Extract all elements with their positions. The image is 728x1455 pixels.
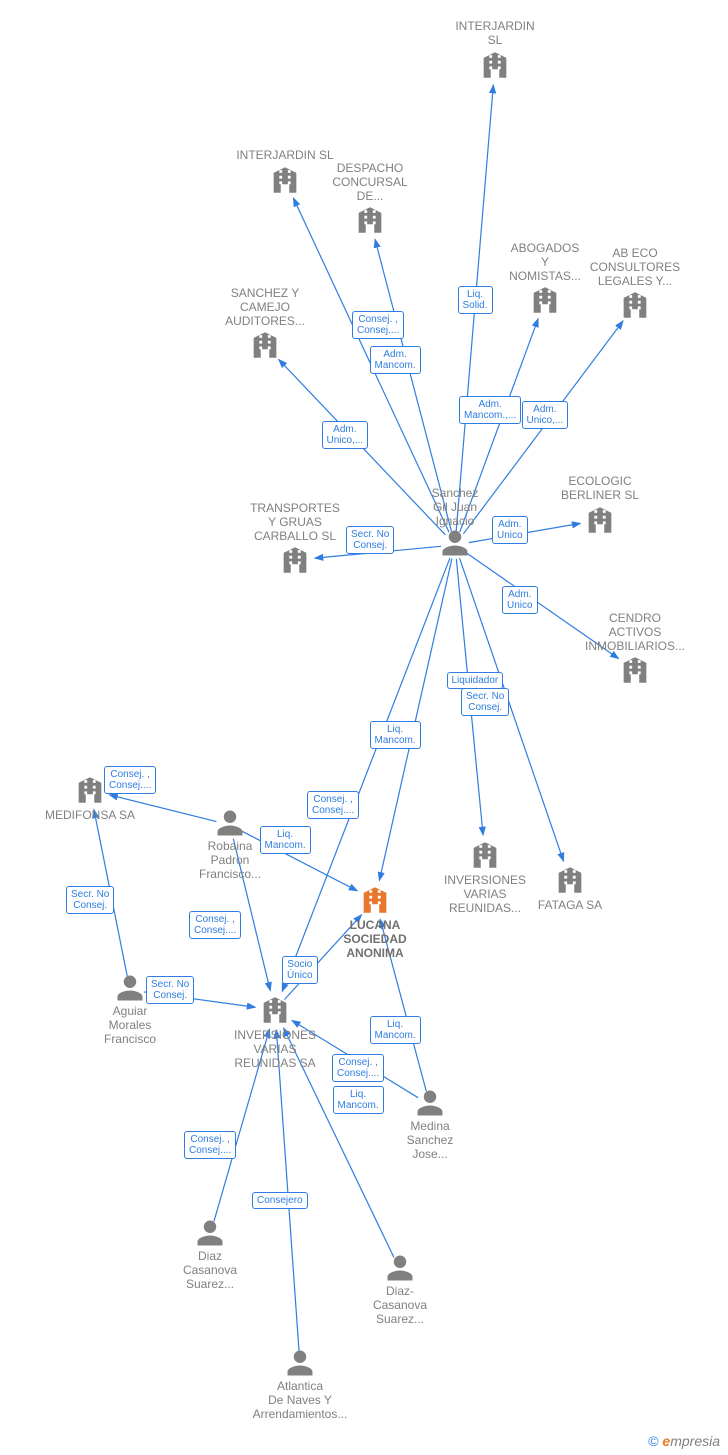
edge-label[interactable]: Socio Único (282, 956, 318, 984)
node-label: Diaz Casanova Suarez... (150, 1250, 270, 1291)
edge-label[interactable]: Adm. Mancom. (370, 346, 421, 374)
node-label: ECOLOGIC BERLINER SL (540, 475, 660, 503)
copyright-symbol: © (648, 1433, 658, 1449)
edge-label[interactable]: Adm. Unico,... (322, 421, 369, 449)
node-label: TRANSPORTES Y GRUAS CARBALLO SL (235, 502, 355, 543)
edge-label[interactable]: Adm. Unico (492, 516, 528, 544)
edge-line (379, 559, 452, 881)
edge-label[interactable]: Consej. , Consej.... (184, 1131, 236, 1159)
node-label: CENDRO ACTIVOS INMOBILIARIOS... (575, 612, 695, 653)
edge-label[interactable]: Adm. Unico,... (522, 401, 569, 429)
node-label: INTERJARDIN SL (435, 20, 555, 48)
node-label: MEDIFONSA SA (30, 809, 150, 823)
footer-credit: © empresia (648, 1433, 720, 1449)
node-fataga[interactable]: FATAGA SA (510, 863, 630, 913)
brand-rest: mpresia (670, 1433, 720, 1449)
edge-label[interactable]: Liq. Mancom. (370, 1016, 421, 1044)
edge-label[interactable]: Secr. No Consej. (146, 976, 194, 1004)
node-label: SANCHEZ Y CAMEJO AUDITORES... (205, 287, 325, 328)
node-despacho[interactable]: DESPACHO CONCURSAL DE... (310, 162, 430, 239)
edge-label[interactable]: Adm. Unico (502, 586, 538, 614)
node-inversiones_center[interactable]: INVERSIONES VARIAS REUNIDAS SA (215, 993, 335, 1070)
node-cendro[interactable]: CENDRO ACTIVOS INMOBILIARIOS... (575, 612, 695, 689)
node-sanchez_camejo[interactable]: SANCHEZ Y CAMEJO AUDITORES... (205, 287, 325, 364)
edge-label[interactable]: Adm. Mancom.,... (459, 396, 521, 424)
edge-label[interactable]: Liq. Mancom. (370, 721, 421, 749)
node-lucana[interactable]: LUCANA SOCIEDAD ANONIMA (315, 883, 435, 960)
edge-label[interactable]: Consej. , Consej.... (352, 311, 404, 339)
node-label: FATAGA SA (510, 899, 630, 913)
edge-label[interactable]: Consej. , Consej.... (307, 791, 359, 819)
node-atlantica[interactable]: Atlantica De Naves Y Arrendamientos... (240, 1348, 360, 1421)
node-label: Medina Sanchez Jose... (370, 1120, 490, 1161)
node-diaz_casanova2[interactable]: Diaz- Casanova Suarez... (340, 1253, 460, 1326)
node-medina[interactable]: Medina Sanchez Jose... (370, 1088, 490, 1161)
node-transportes[interactable]: TRANSPORTES Y GRUAS CARBALLO SL (235, 502, 355, 579)
node-ecologic[interactable]: ECOLOGIC BERLINER SL (540, 475, 660, 539)
edge-label[interactable]: Secr. No Consej. (461, 688, 509, 716)
node-interjardin_sl_top[interactable]: INTERJARDIN SL (435, 20, 555, 84)
edge-label[interactable]: Consej. , Consej.... (189, 911, 241, 939)
edge-line (276, 1030, 299, 1351)
edge-label[interactable]: Liquidador (447, 672, 504, 689)
edge-label[interactable]: Liq. Mancom. (333, 1086, 384, 1114)
edge-label[interactable]: Secr. No Consej. (66, 886, 114, 914)
node-abeco[interactable]: AB ECO CONSULTORES LEGALES Y... (575, 247, 695, 324)
edge-label[interactable]: Secr. No Consej. (346, 526, 394, 554)
node-label: INVERSIONES VARIAS REUNIDAS SA (215, 1029, 335, 1070)
node-label: Atlantica De Naves Y Arrendamientos... (240, 1380, 360, 1421)
node-label: DESPACHO CONCURSAL DE... (310, 162, 430, 203)
edge-label[interactable]: Consej. , Consej.... (104, 766, 156, 794)
edge-label[interactable]: Liq. Mancom. (260, 826, 311, 854)
edge-label[interactable]: Consejero (252, 1192, 308, 1209)
edge-label[interactable]: Liq. Solid. (458, 286, 493, 314)
node-label: AB ECO CONSULTORES LEGALES Y... (575, 247, 695, 288)
diagram-canvas: INTERJARDIN SLINTERJARDIN SLDESPACHO CON… (0, 0, 728, 1455)
node-label: INTERJARDIN SL (225, 149, 345, 163)
node-label: LUCANA SOCIEDAD ANONIMA (315, 919, 435, 960)
node-label: Aguiar Morales Francisco (70, 1005, 190, 1046)
edge-label[interactable]: Consej. , Consej.... (332, 1054, 384, 1082)
node-diaz_casanova[interactable]: Diaz Casanova Suarez... (150, 1218, 270, 1291)
node-label: Diaz- Casanova Suarez... (340, 1285, 460, 1326)
